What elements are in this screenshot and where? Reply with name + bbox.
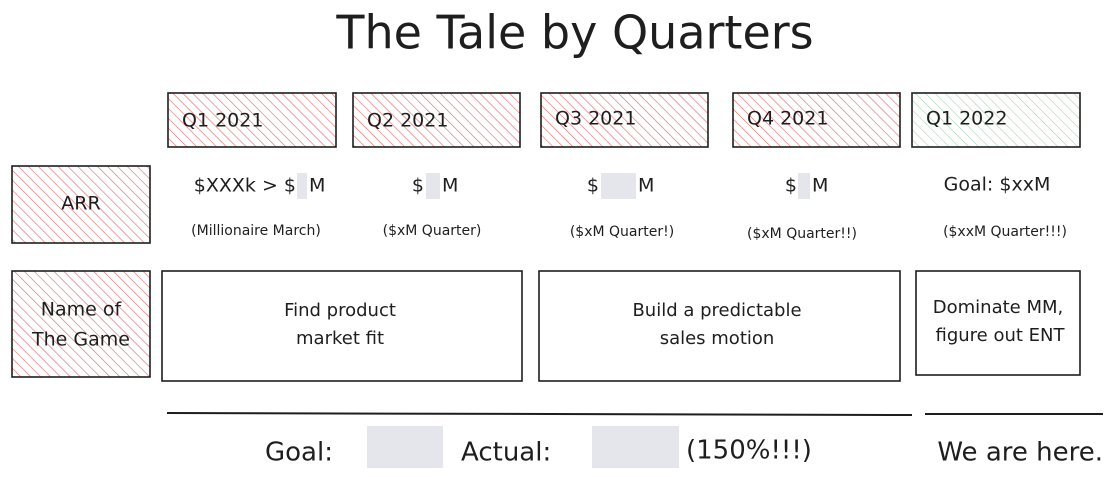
redaction xyxy=(297,173,307,199)
quarter-label: Q4 2021 xyxy=(747,108,828,130)
quarter-label: Q2 2021 xyxy=(367,110,448,132)
game-text: Dominate MM, xyxy=(933,297,1063,318)
row-label-box xyxy=(11,270,151,378)
game-text: Find product xyxy=(284,300,396,321)
game-box xyxy=(538,270,901,382)
arr-note: ($xM Quarter!!) xyxy=(747,226,857,242)
row-label: ARR xyxy=(61,193,100,215)
arr-value: $XXXk > $ xyxy=(194,175,296,197)
arr-note: ($xM Quarter) xyxy=(383,223,482,239)
arr-note: (Millionaire March) xyxy=(191,223,321,239)
arr-value: $ xyxy=(412,175,424,197)
arr-value: M xyxy=(812,175,828,197)
arr-value: $ xyxy=(587,175,599,197)
redaction xyxy=(367,426,443,468)
row-label: The Game xyxy=(31,329,130,351)
game-box xyxy=(161,270,523,382)
divider xyxy=(166,412,913,416)
title: The Tale by Quarters xyxy=(335,6,813,60)
quarter-label: Q1 2021 xyxy=(182,110,263,132)
game-text: sales motion xyxy=(660,328,775,349)
arr-value: M xyxy=(309,175,325,197)
actual-label: Actual: xyxy=(461,438,551,468)
status: We are here. xyxy=(937,438,1103,468)
quarter-label: Q1 2022 xyxy=(926,108,1007,130)
ratio: (150%!!!) xyxy=(686,436,812,466)
redaction xyxy=(601,173,636,199)
game-text: Build a predictable xyxy=(632,300,801,321)
arr-note: ($xxM Quarter!!!) xyxy=(943,224,1067,240)
quarter-box xyxy=(911,92,1081,148)
quarter-box xyxy=(732,92,901,148)
quarter-label: Q3 2021 xyxy=(555,108,636,130)
redaction xyxy=(798,173,810,199)
quarter-box xyxy=(167,92,337,148)
game-text: market fit xyxy=(296,328,384,349)
arr-value: Goal: $xxM xyxy=(944,174,1051,196)
redaction xyxy=(426,173,440,199)
arr-value: M xyxy=(638,175,654,197)
quarter-box xyxy=(352,92,521,148)
arr-value: $ xyxy=(785,175,797,197)
quarter-box xyxy=(540,92,709,148)
row-label-box xyxy=(11,165,151,244)
goal-label: Goal: xyxy=(265,438,333,468)
arr-value: M xyxy=(442,175,458,197)
row-label: Name of xyxy=(41,299,123,321)
redaction xyxy=(592,426,679,468)
game-box xyxy=(915,270,1081,376)
game-text: figure out ENT xyxy=(935,325,1065,346)
arr-note: ($xM Quarter!) xyxy=(570,224,674,240)
